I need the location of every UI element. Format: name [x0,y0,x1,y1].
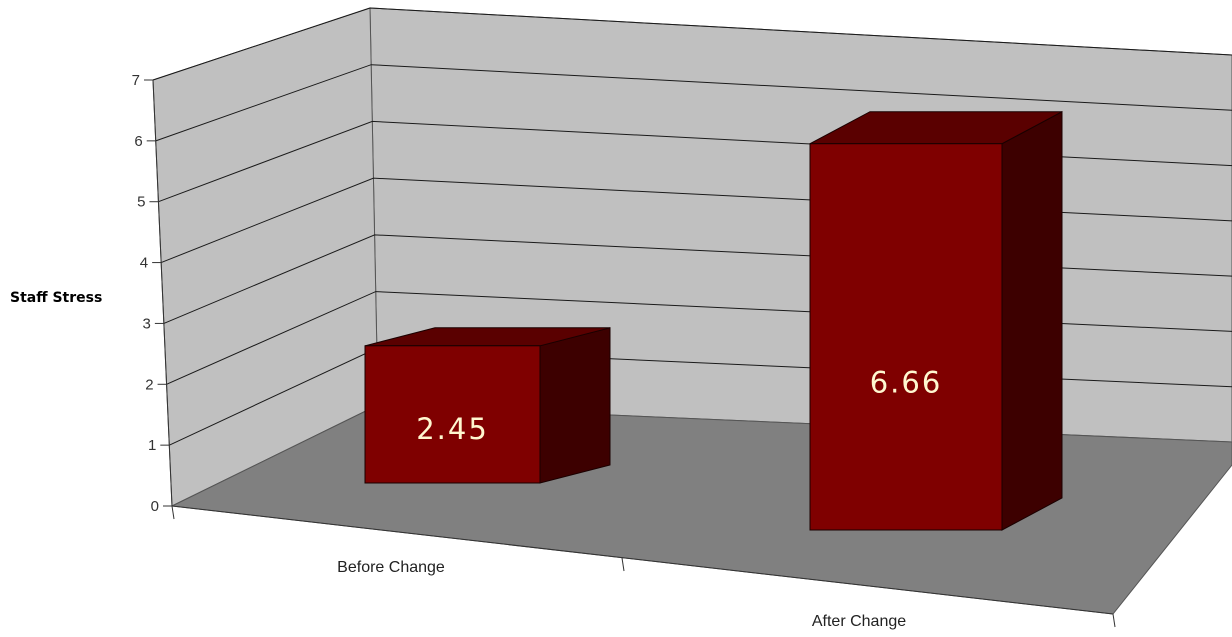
gridline [155,64,1232,142]
bar-side-face [1001,110,1063,531]
y-tick-label: 5 [137,194,145,211]
bar-side-face [539,327,611,484]
x-tick-mark [621,557,625,572]
y-tick-label: 4 [140,255,148,272]
y-tick-label: 6 [134,133,142,150]
chart-floor [170,404,1232,615]
x-tick-mark [1112,613,1116,628]
x-axis-line [171,505,1114,615]
category-label: After Change [812,613,906,630]
x-tick-mark [171,505,175,520]
y-axis-line [152,79,173,507]
data-label: 2.45 [416,412,489,446]
bars: 2.45 6.66 [364,110,1063,531]
y-tick-label: 3 [143,315,151,332]
bar-front-face [364,345,541,484]
gridline [152,7,1232,81]
y-tick-label: 2 [145,376,153,393]
category-label: Before Change [337,559,445,576]
y-axis-label: Staff Stress [10,290,102,306]
bar-0: 2.45 [364,327,611,484]
bar-1: 6.66 [809,110,1063,531]
category-axis: Before Change After Change [171,505,1116,630]
y-tick-label: 7 [132,72,140,89]
data-label: 6.66 [870,366,943,400]
value-axis: 0 1 2 3 4 5 6 7 [132,72,173,515]
y-tick-label: 0 [151,498,159,515]
y-tick-label: 1 [148,437,156,454]
bar-front-face [809,143,1003,531]
